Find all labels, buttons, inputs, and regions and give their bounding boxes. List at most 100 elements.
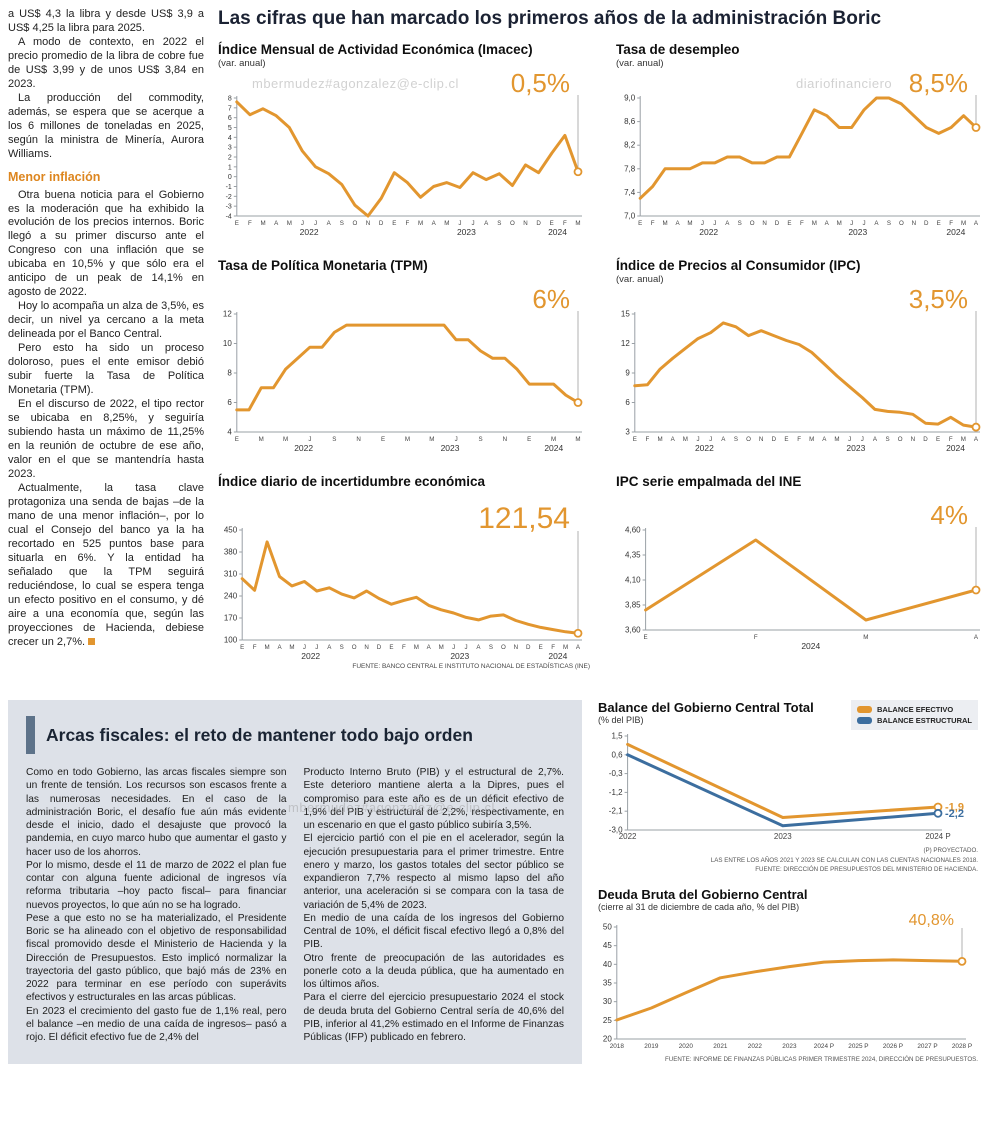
- svg-text:J: J: [301, 220, 304, 227]
- svg-text:F: F: [563, 220, 567, 227]
- svg-text:F: F: [551, 644, 555, 651]
- svg-text:3: 3: [625, 428, 630, 437]
- balance-legend: BALANCE EFECTIVO BALANCE ESTRUCTURAL: [851, 700, 978, 730]
- svg-text:A: A: [825, 220, 830, 227]
- svg-text:A: A: [274, 220, 279, 227]
- svg-text:2020: 2020: [679, 1043, 694, 1050]
- chart-subtitle: (var. anual): [218, 58, 266, 69]
- svg-text:30: 30: [603, 997, 612, 1006]
- svg-text:1: 1: [228, 164, 232, 171]
- svg-text:5: 5: [228, 125, 232, 132]
- chart-subtitle: (var. anual): [616, 274, 664, 285]
- article-paragraph: Actualmente, la tasa clave protagoniza u…: [8, 482, 204, 650]
- svg-text:10: 10: [223, 339, 232, 348]
- article-subhead: Menor inflación: [8, 169, 101, 184]
- svg-text:A: A: [822, 436, 827, 443]
- fiscal-paragraph: Otro frente de preocupación de las autor…: [303, 952, 565, 991]
- svg-text:S: S: [340, 220, 344, 227]
- svg-text:2024: 2024: [548, 651, 567, 661]
- article-paragraph: La producción del commodity, además, se …: [8, 91, 204, 160]
- article-paragraph: Otra buena noticia para el Gobierno es l…: [8, 188, 204, 299]
- svg-text:M: M: [961, 220, 966, 227]
- svg-text:D: D: [377, 644, 382, 651]
- fiscal-columns: Como en todo Gobierno, las arcas fiscale…: [26, 766, 564, 1044]
- fiscal-paragraph: Como en todo Gobierno, las arcas fiscale…: [26, 767, 287, 858]
- chart-subtitle: (% del PIB): [598, 715, 644, 725]
- svg-text:12: 12: [223, 310, 232, 319]
- svg-text:F: F: [797, 436, 801, 443]
- svg-text:O: O: [510, 220, 515, 227]
- svg-text:F: F: [253, 644, 257, 651]
- svg-text:M: M: [575, 220, 580, 227]
- svg-text:O: O: [352, 220, 357, 227]
- svg-text:2023: 2023: [457, 227, 476, 237]
- svg-text:J: J: [861, 436, 864, 443]
- svg-text:2024: 2024: [946, 443, 965, 453]
- svg-text:M: M: [429, 436, 434, 443]
- legend-item-estructural: BALANCE ESTRUCTURAL: [857, 716, 972, 725]
- article-paragraph: Pero esto ha sido un proceso doloroso, p…: [8, 342, 204, 397]
- svg-text:4: 4: [228, 135, 232, 142]
- svg-text:J: J: [314, 220, 317, 227]
- fiscal-paragraph: Para el cierre del ejercicio presupuesta…: [303, 992, 565, 1043]
- svg-text:J: J: [465, 644, 468, 651]
- svg-text:15: 15: [621, 310, 630, 319]
- svg-text:O: O: [898, 436, 903, 443]
- footnote: LAS ENTRE LOS AÑOS 2021 Y 2023 SE CALCUL…: [710, 856, 978, 864]
- svg-text:N: N: [911, 436, 915, 443]
- svg-text:2028 P: 2028 P: [952, 1043, 972, 1050]
- chart-title: Balance del Gobierno Central Total: [598, 700, 814, 715]
- svg-text:2024: 2024: [548, 227, 567, 237]
- legend-item-efectivo: BALANCE EFECTIVO: [857, 705, 972, 714]
- svg-text:2023: 2023: [782, 1043, 797, 1050]
- svg-text:35: 35: [603, 978, 612, 987]
- chart-subtitle: [218, 490, 590, 502]
- svg-text:O: O: [750, 220, 755, 227]
- svg-text:S: S: [887, 220, 891, 227]
- svg-text:100: 100: [224, 636, 238, 645]
- svg-text:2022: 2022: [695, 443, 714, 453]
- svg-text:D: D: [924, 220, 929, 227]
- chart-title: Índice Mensual de Actividad Económica (I…: [218, 42, 533, 57]
- svg-text:A: A: [974, 436, 979, 443]
- svg-text:2022: 2022: [619, 832, 637, 841]
- svg-text:A: A: [873, 436, 878, 443]
- svg-text:N: N: [912, 220, 916, 227]
- svg-text:M: M: [687, 220, 692, 227]
- svg-text:7,8: 7,8: [624, 164, 636, 173]
- legend-swatch-efectivo: [857, 706, 872, 713]
- svg-text:M: M: [551, 436, 556, 443]
- svg-text:7: 7: [228, 105, 232, 112]
- fiscal-title: Arcas fiscales: el reto de mantener todo…: [46, 724, 473, 745]
- chart-title: Índice diario de incertidumbre económica: [218, 474, 486, 489]
- svg-text:-3,0: -3,0: [609, 826, 623, 835]
- svg-text:6: 6: [625, 398, 630, 407]
- svg-text:M: M: [812, 220, 817, 227]
- svg-text:2023: 2023: [441, 443, 460, 453]
- svg-text:D: D: [923, 436, 928, 443]
- svg-text:M: M: [444, 220, 449, 227]
- svg-text:2025 P: 2025 P: [848, 1043, 868, 1050]
- article-paragraph: A modo de contexto, en 2022 el precio pr…: [8, 35, 204, 90]
- svg-text:450: 450: [224, 526, 238, 535]
- svg-text:M: M: [657, 436, 662, 443]
- end-of-article-marker-icon: [88, 637, 96, 645]
- svg-text:20: 20: [603, 1034, 612, 1043]
- fiscal-paragraph: En 2023 el crecimiento del gasto fue de …: [26, 1005, 287, 1044]
- svg-text:A: A: [671, 436, 676, 443]
- svg-text:F: F: [402, 644, 406, 651]
- svg-text:E: E: [633, 436, 637, 443]
- svg-text:E: E: [784, 436, 788, 443]
- svg-text:2022: 2022: [300, 227, 319, 237]
- svg-text:8,2: 8,2: [624, 141, 636, 150]
- svg-text:J: J: [863, 220, 866, 227]
- svg-text:E: E: [539, 644, 543, 651]
- svg-text:A: A: [327, 220, 332, 227]
- svg-text:J: J: [848, 436, 851, 443]
- chart-title: Índice de Precios al Consumidor (IPC): [616, 258, 861, 273]
- svg-text:F: F: [646, 436, 650, 443]
- svg-text:D: D: [526, 644, 531, 651]
- svg-text:40,8%: 40,8%: [909, 913, 954, 929]
